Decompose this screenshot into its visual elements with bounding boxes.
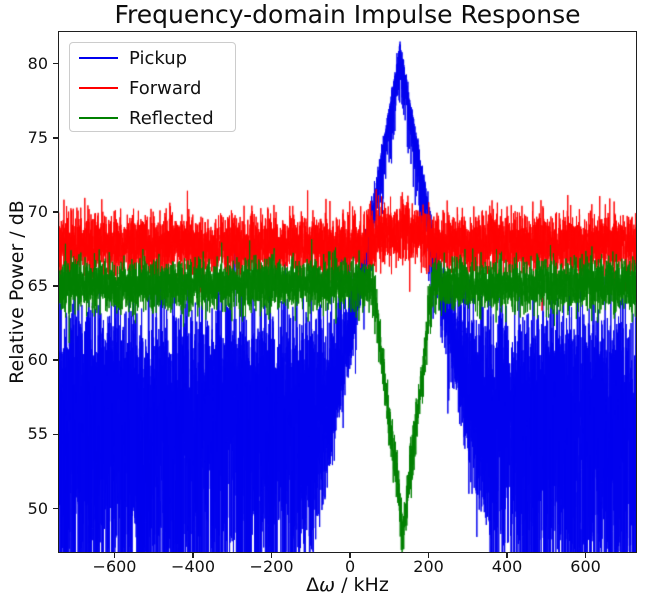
x-tick-mark (113, 553, 116, 558)
x-tick-mark (192, 553, 194, 558)
y-tick-mark (53, 211, 58, 213)
chart-title: Frequency-domain Impulse Response (114, 0, 581, 29)
y-tick-label: 60 (27, 350, 48, 370)
x-axis-label-unit: / kHz (335, 574, 389, 596)
x-axis-label-delta: Δ (306, 574, 320, 596)
y-tick-mark (53, 62, 58, 65)
x-tick-mark (506, 553, 508, 558)
x-tick-label: 600 (570, 557, 601, 576)
x-tick-mark (349, 553, 351, 558)
x-tick-mark (270, 553, 273, 558)
y-tick-label: 75 (27, 127, 48, 147)
forward-line-swatch-icon (79, 87, 118, 89)
y-tick-mark (53, 433, 58, 436)
x-tick-label: −200 (249, 557, 294, 576)
y-tick-label: 65 (27, 276, 48, 296)
x-tick-label: 0 (344, 557, 356, 576)
legend-item-forward: Forward (70, 73, 235, 103)
y-tick-label: 70 (27, 201, 48, 221)
y-tick-label: 80 (27, 53, 48, 73)
y-tick-mark (53, 136, 58, 139)
x-axis-label: Δω / kHz (58, 574, 637, 596)
x-tick-label: 200 (413, 557, 444, 576)
y-tick-mark (53, 507, 58, 510)
reflected-line-swatch-icon (79, 117, 118, 119)
legend-label-reflected: Reflected (129, 107, 214, 129)
legend-label-pickup: Pickup (129, 47, 188, 69)
y-tick-mark (53, 359, 58, 361)
x-tick-label: 400 (491, 557, 523, 576)
x-axis-label-omega: ω (319, 574, 336, 596)
x-tick-label: −600 (92, 557, 137, 576)
x-tick-mark (584, 553, 587, 558)
x-tick-mark (427, 553, 430, 558)
x-tick-label: −400 (171, 557, 215, 576)
legend-item-pickup: Pickup (70, 43, 235, 73)
legend: Pickup Forward Reflected (69, 42, 236, 132)
pickup-line-swatch-icon (79, 57, 118, 59)
y-tick-mark (53, 285, 58, 287)
plot-area: Pickup Forward Reflected (58, 31, 637, 553)
y-tick-label: 50 (27, 498, 48, 518)
y-tick-label: 55 (27, 424, 48, 444)
legend-item-reflected: Reflected (70, 103, 235, 133)
legend-label-forward: Forward (129, 77, 202, 99)
